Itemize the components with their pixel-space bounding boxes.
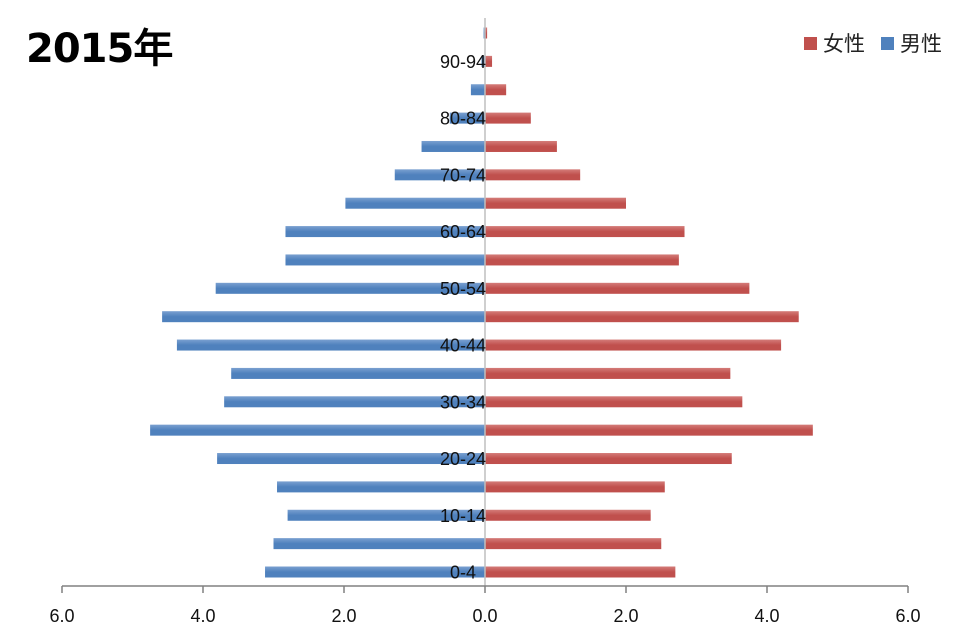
x-tick-label: 2.0 xyxy=(613,606,638,626)
bar-male-55-59 xyxy=(285,254,485,266)
bar-female-5-9 xyxy=(485,538,662,550)
bar-male-20-24 xyxy=(217,453,485,465)
bar-male-85-89 xyxy=(470,84,485,96)
bar-male-90-94 xyxy=(481,55,485,67)
bar-male-65-69 xyxy=(345,197,485,209)
bar-male-45-49 xyxy=(162,311,486,323)
bar-female-20-24 xyxy=(485,453,732,465)
bar-female-30-34 xyxy=(485,396,743,408)
age-label-0-4: 0-4 xyxy=(450,563,476,583)
bar-female-0-4 xyxy=(485,566,676,578)
legend-label-male: 男性 xyxy=(900,32,942,56)
age-label-10-14: 10-14 xyxy=(440,506,486,526)
bar-male-5-9 xyxy=(273,538,485,550)
legend-item-male: 男性 xyxy=(881,28,942,58)
bar-female-60-64 xyxy=(485,226,685,238)
bar-female-65-69 xyxy=(485,197,626,209)
legend: 女性 男性 xyxy=(804,28,942,58)
bar-female-45-49 xyxy=(485,311,799,323)
age-label-60-64: 60-64 xyxy=(440,222,486,242)
x-tick-label: 2.0 xyxy=(331,606,356,626)
legend-swatch-male xyxy=(881,36,894,50)
bar-male-15-19 xyxy=(277,481,485,493)
bar-female-15-19 xyxy=(485,481,665,493)
bar-female-25-29 xyxy=(485,424,813,436)
bar-female-10-14 xyxy=(485,509,651,521)
bar-male-30-34 xyxy=(224,396,485,408)
bar-female-80-84 xyxy=(485,112,531,124)
bar-female-75-79 xyxy=(485,140,557,152)
bar-female-55-59 xyxy=(485,254,679,266)
bar-male-75-79 xyxy=(421,140,485,152)
bar-female-40-44 xyxy=(485,339,782,351)
bar-male-10-14 xyxy=(287,509,485,521)
bar-female-70-74 xyxy=(485,169,581,181)
legend-label-female: 女性 xyxy=(823,32,865,56)
bar-male-35-39 xyxy=(231,367,485,379)
bar-female-35-39 xyxy=(485,367,731,379)
x-tick-label: 4.0 xyxy=(754,606,779,626)
legend-swatch-female xyxy=(804,36,817,50)
bar-male-0-4 xyxy=(265,566,485,578)
bar-male-25-29 xyxy=(150,424,485,436)
bar-female-85-89 xyxy=(485,84,507,96)
age-label-40-44: 40-44 xyxy=(440,336,486,356)
legend-item-female: 女性 xyxy=(804,28,865,58)
bar-male-40-44 xyxy=(176,339,486,351)
age-label-90-94: 90-94 xyxy=(440,52,486,72)
bar-male-60-64 xyxy=(285,226,485,238)
chart-title: 2015年 xyxy=(26,26,173,72)
bar-female-95+ xyxy=(485,27,488,39)
bar-male-70-74 xyxy=(394,169,485,181)
x-tick-label: 4.0 xyxy=(190,606,215,626)
age-label-30-34: 30-34 xyxy=(440,392,486,412)
age-label-20-24: 20-24 xyxy=(440,449,486,469)
x-tick-label: 6.0 xyxy=(895,606,920,626)
age-label-50-54: 50-54 xyxy=(440,279,486,299)
bar-male-80-84 xyxy=(449,112,485,124)
bar-male-50-54 xyxy=(215,282,485,294)
bar-female-90-94 xyxy=(485,55,493,67)
age-label-70-74: 70-74 xyxy=(440,165,486,185)
x-tick-label: 0.0 xyxy=(472,606,497,626)
bar-female-50-54 xyxy=(485,282,750,294)
x-tick-label: 6.0 xyxy=(49,606,74,626)
age-label-80-84: 80-84 xyxy=(440,109,486,129)
